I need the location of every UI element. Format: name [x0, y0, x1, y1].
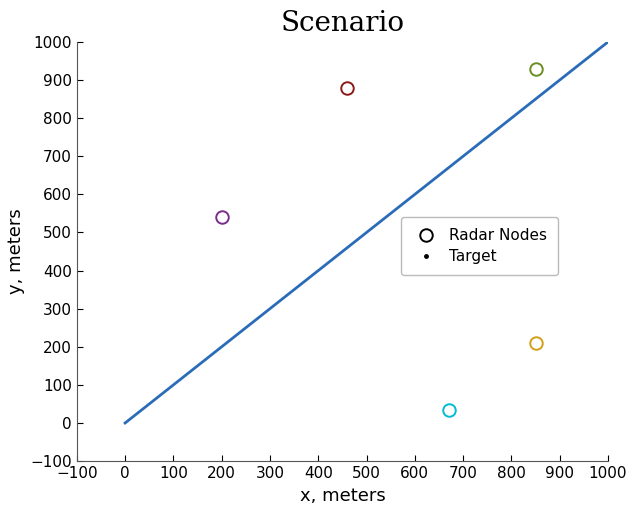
X-axis label: x, meters: x, meters	[300, 487, 385, 505]
Title: Scenario: Scenario	[280, 10, 404, 37]
Y-axis label: y, meters: y, meters	[7, 209, 25, 294]
Legend: Radar Nodes, Target: Radar Nodes, Target	[401, 217, 558, 275]
